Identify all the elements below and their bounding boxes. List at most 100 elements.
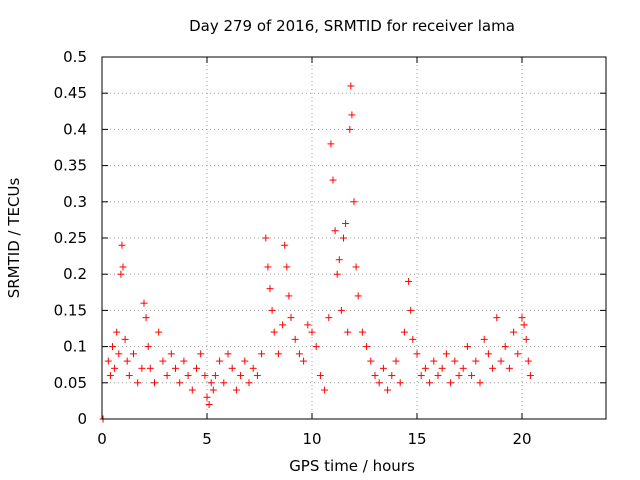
data-point (407, 306, 415, 314)
chart-title: Day 279 of 2016, SRMTID for receiver lam… (189, 17, 515, 35)
data-point (417, 372, 425, 380)
data-point (203, 393, 211, 401)
data-point (329, 176, 337, 184)
data-point (130, 350, 137, 358)
data-point (211, 372, 219, 380)
data-point (348, 111, 356, 119)
y-tick-label: 0.5 (63, 48, 87, 66)
y-tick-label: 0.1 (63, 338, 87, 356)
data-point (232, 386, 240, 394)
y-tick-label: 0.15 (54, 301, 87, 319)
data-point (489, 364, 497, 372)
data-point (325, 314, 333, 322)
data-point (497, 357, 505, 365)
y-axis-label: SRMTID / TECUs (5, 178, 23, 299)
x-tick-label: 0 (97, 430, 107, 448)
y-tick-label: 0.4 (63, 120, 87, 138)
data-point (104, 357, 112, 365)
data-point (480, 335, 488, 343)
data-point (413, 350, 421, 358)
data-point (118, 241, 126, 249)
data-point (197, 350, 205, 358)
data-point (350, 198, 358, 206)
data-point (264, 263, 272, 271)
data-point (501, 343, 509, 351)
data-point (121, 335, 129, 343)
data-point (352, 263, 360, 271)
data-point (155, 328, 163, 336)
data-point (514, 350, 522, 358)
data-point (188, 386, 196, 394)
data-point (363, 343, 371, 351)
data-point (358, 328, 366, 336)
data-point (522, 335, 530, 343)
data-point (510, 328, 518, 336)
x-tick-label: 10 (302, 430, 321, 448)
data-point (327, 140, 335, 148)
data-point (285, 292, 293, 300)
data-point (176, 379, 184, 387)
data-point (138, 364, 146, 372)
data-point (434, 372, 442, 380)
data-point (295, 350, 303, 358)
data-point (281, 241, 289, 249)
data-point (371, 372, 379, 380)
data-point (447, 379, 455, 387)
data-point (476, 379, 484, 387)
data-point (193, 364, 200, 372)
data-point (337, 306, 345, 314)
data-point (111, 364, 119, 372)
data-point (266, 285, 274, 293)
data-point (134, 379, 142, 387)
data-point (342, 220, 350, 228)
data-point (379, 364, 387, 372)
data-point (442, 350, 450, 358)
data-point (249, 364, 257, 372)
data-point (125, 372, 133, 380)
data-point (340, 234, 347, 242)
data-point (279, 321, 287, 329)
data-point (347, 82, 355, 90)
data-point (484, 350, 492, 358)
data-point (253, 372, 261, 380)
data-point (245, 379, 253, 387)
data-point (384, 386, 392, 394)
tick-layer: 0 5 10 15 20 0 0.05 0.1 0.15 0.2 0.25 0.3 0.35 0.4 0.4… (54, 48, 606, 448)
data-point (184, 372, 192, 380)
data-point (455, 372, 463, 380)
data-point (526, 372, 534, 380)
data-point (140, 299, 148, 307)
data-point (388, 372, 396, 380)
data-point (346, 125, 354, 133)
data-point (375, 379, 383, 387)
data-point (316, 372, 324, 380)
data-point (207, 379, 215, 387)
data-point (396, 379, 404, 387)
data-point (459, 364, 467, 372)
data-point (451, 357, 459, 365)
data-point (201, 372, 209, 380)
data-point (354, 292, 362, 300)
data-point (106, 372, 114, 380)
data-point (268, 306, 276, 314)
data-point (163, 372, 171, 380)
y-tick-label: 0.2 (63, 265, 87, 283)
x-axis-label: GPS time / hours (289, 457, 415, 475)
data-point (308, 328, 316, 336)
data-point (209, 386, 217, 394)
data-point (505, 364, 513, 372)
data-point (146, 364, 154, 372)
data-point (344, 328, 352, 336)
data-point (472, 357, 480, 365)
data-point (270, 328, 278, 336)
data-point (228, 364, 236, 372)
data-point (524, 357, 532, 365)
data-point (283, 263, 291, 271)
y-tick-label: 0.25 (54, 229, 87, 247)
data-point (258, 350, 266, 358)
data-point (123, 357, 131, 365)
data-point (216, 357, 224, 365)
data-point (237, 372, 245, 380)
data-point (392, 357, 400, 365)
